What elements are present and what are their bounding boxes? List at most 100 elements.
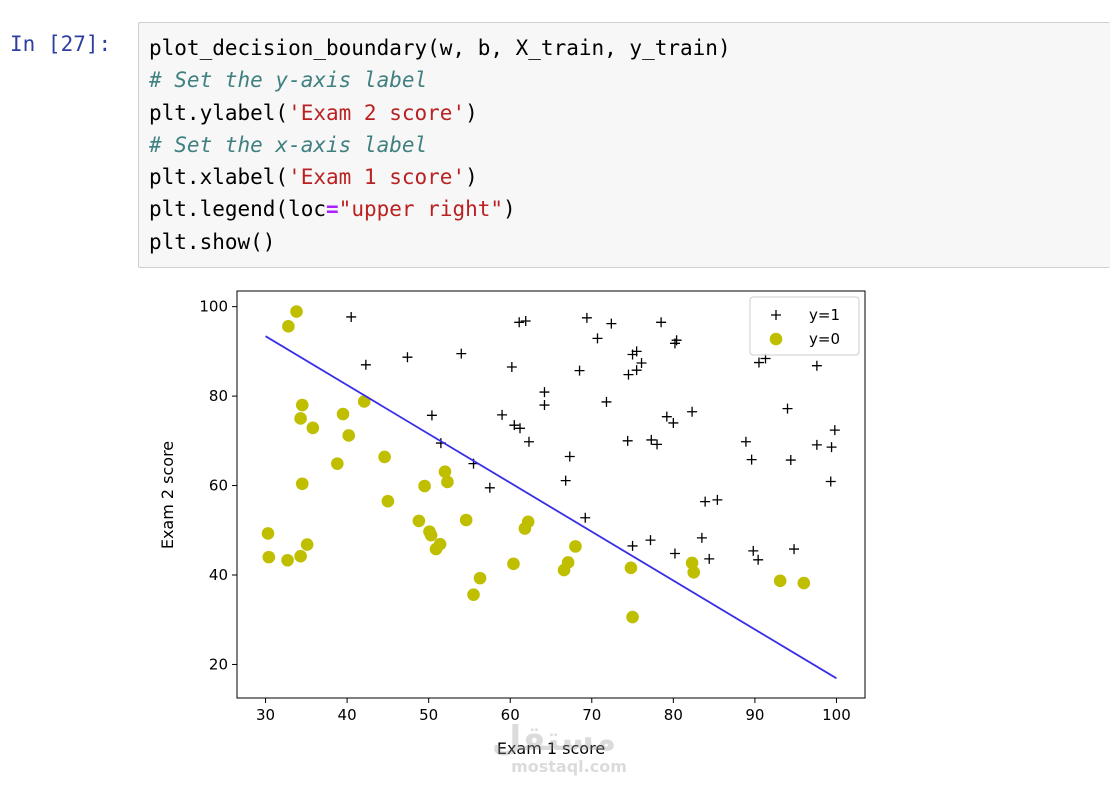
positive-point-plus: [700, 496, 711, 507]
code-line: plt.ylabel('Exam 2 score'): [149, 101, 478, 125]
code-line: # Set the x-axis label: [149, 133, 427, 157]
positive-point-plus: [627, 540, 638, 551]
watermark-latin: mostaql.com: [511, 757, 627, 776]
code-line: # Set the y-axis label: [149, 68, 427, 92]
code-token: =: [326, 197, 339, 222]
code-line: plt.xlabel('Exam 1 score'): [149, 165, 478, 189]
code-token: 'Exam 2 score': [288, 100, 466, 125]
negative-point-circle: [412, 514, 426, 528]
negative-point-circle: [561, 556, 575, 569]
code-token: ): [465, 100, 478, 125]
positive-point-plus: [704, 553, 715, 564]
positive-point-plus: [520, 315, 531, 326]
negative-point-circle: [290, 305, 303, 318]
code-line: plot_decision_boundary(w, b, X_train, y_…: [149, 36, 731, 60]
positive-point-plus: [669, 548, 680, 559]
y-tick-label: 80: [209, 387, 228, 405]
positive-point-plus: [506, 362, 517, 373]
legend-label: y=1: [809, 306, 840, 324]
positive-point-plus: [811, 360, 822, 371]
code-token: ): [503, 197, 516, 222]
x-tick-label: 100: [822, 706, 851, 724]
positive-point-plus: [782, 403, 793, 414]
positive-point-plus: [656, 317, 667, 328]
cell-prompt: In [27]:: [10, 32, 112, 56]
positive-point-plus: [623, 369, 634, 380]
positive-point-plus: [671, 335, 682, 346]
negative-point-circle: [357, 395, 371, 408]
negative-point-circle: [424, 528, 438, 542]
positive-point-plus: [497, 409, 508, 420]
positive-point-plus: [581, 312, 592, 323]
negative-point-circle: [521, 515, 535, 529]
positive-point-plus: [753, 554, 764, 565]
code-token: plt.show(): [149, 229, 276, 254]
negative-point-circle: [441, 475, 454, 489]
y-axis-label: Exam 2 score: [158, 441, 177, 549]
positive-point-plus: [826, 442, 837, 453]
positive-point-plus: [825, 476, 836, 487]
negative-point-circle: [685, 556, 699, 570]
negative-point-circle: [438, 465, 452, 478]
code-token: plt.legend(loc: [149, 197, 327, 222]
positive-point-plus: [646, 434, 657, 445]
negative-point-circle: [294, 412, 307, 425]
negative-point-circle: [294, 549, 307, 563]
negative-point-circle: [331, 457, 344, 470]
x-axis-label: Exam 1 score: [497, 739, 605, 758]
positive-point-plus: [622, 435, 633, 446]
code-cell[interactable]: plot_decision_boundary(w, b, X_train, y_…: [138, 22, 1110, 268]
legend-circle-marker: [769, 332, 783, 346]
positive-point-plus: [580, 512, 591, 523]
negative-point-circle: [459, 513, 473, 527]
negative-point-circle: [262, 550, 276, 564]
plot-background: [237, 291, 865, 698]
code-token: ): [465, 165, 478, 190]
positive-point-plus: [592, 333, 603, 344]
negative-point-circle: [624, 561, 638, 575]
positive-point-plus: [515, 423, 526, 434]
positive-point-plus: [509, 420, 520, 431]
x-tick-label: 30: [256, 706, 275, 724]
x-tick-label: 60: [501, 706, 520, 724]
x-tick-label: 80: [664, 706, 683, 724]
positive-point-plus: [785, 455, 796, 466]
negative-point-circle: [381, 494, 395, 508]
negative-point-circle: [336, 407, 350, 421]
x-tick-label: 50: [419, 706, 438, 724]
negative-point-circle: [281, 553, 294, 567]
negative-point-circle: [569, 540, 582, 553]
negative-point-circle: [378, 450, 391, 464]
positive-point-plus: [514, 317, 525, 328]
positive-point-plus: [539, 400, 550, 411]
code-token: # Set the y-axis label: [149, 68, 428, 93]
positive-point-plus: [564, 451, 575, 462]
chart-legend: y=1y=0: [749, 296, 860, 356]
negative-point-circle: [295, 398, 309, 412]
negative-point-circle: [507, 557, 520, 571]
positive-point-plus: [560, 475, 571, 486]
positive-point-plus: [661, 411, 672, 422]
positive-point-plus: [645, 535, 656, 546]
positive-point-plus: [696, 532, 707, 543]
code-token: # Set the x-axis label: [149, 132, 428, 157]
watermark-arabic: مستقل: [492, 719, 616, 759]
code-line: plt.legend(loc="upper right"): [149, 197, 516, 221]
positive-point-plus: [753, 357, 764, 368]
decision-boundary-line: [265, 335, 837, 680]
negative-point-circle: [295, 477, 309, 491]
positive-point-plus: [668, 417, 679, 428]
positive-point-plus: [746, 454, 757, 465]
negative-point-circle: [300, 538, 314, 551]
positive-point-plus: [631, 365, 642, 376]
positive-point-plus: [402, 352, 413, 363]
negative-point-circle: [773, 574, 787, 588]
code-token: plot_decision_boundary(w, b, X_train, y_…: [149, 36, 731, 60]
negative-point-circle: [282, 320, 295, 333]
positive-point-plus: [687, 406, 698, 417]
positive-point-plus: [748, 545, 759, 556]
code-token: plt.ylabel(: [149, 100, 289, 125]
negative-point-circle: [433, 537, 447, 551]
code-editor[interactable]: plot_decision_boundary(w, b, X_train, y_…: [149, 32, 731, 258]
